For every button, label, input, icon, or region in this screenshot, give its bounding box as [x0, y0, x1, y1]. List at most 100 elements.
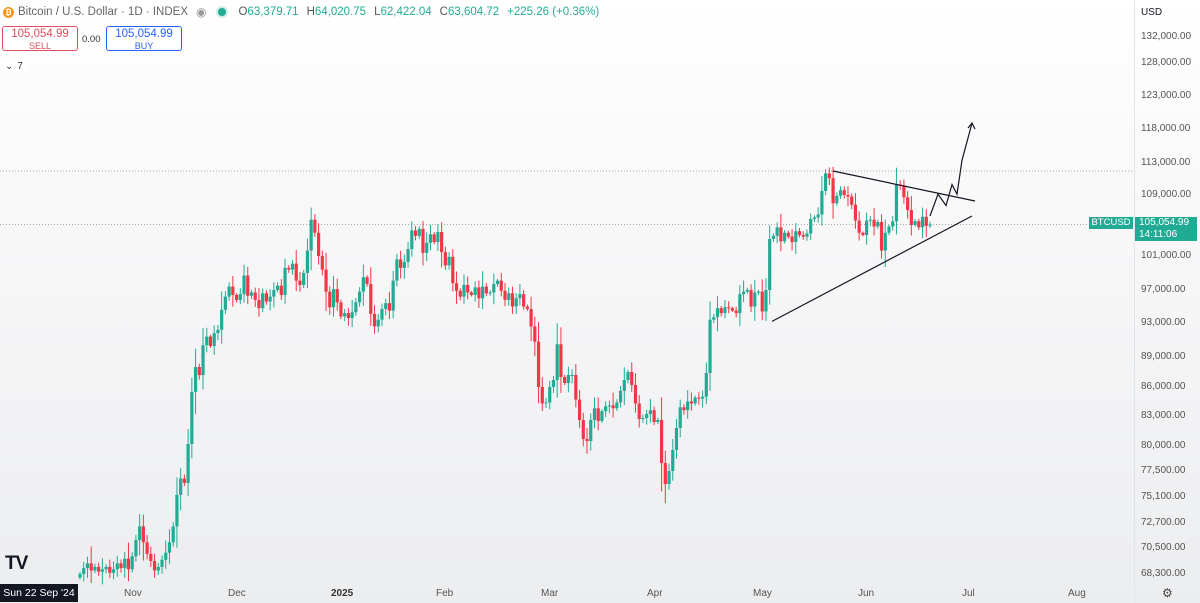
candle-body — [447, 256, 451, 266]
market-status-icon[interactable] — [218, 8, 227, 16]
candle-body — [700, 396, 705, 399]
indicators-toggle[interactable]: ⌄ 7 — [2, 59, 27, 73]
candle-body — [477, 287, 481, 299]
candle-body — [846, 195, 850, 197]
candle-body — [574, 375, 578, 400]
candle-body — [570, 375, 574, 376]
candle-body — [850, 196, 854, 205]
candle-body — [290, 263, 295, 270]
candle-body — [659, 420, 664, 463]
candle-body — [529, 308, 533, 327]
candle-body — [913, 221, 917, 225]
candle-body — [294, 263, 298, 281]
candle-body — [771, 235, 776, 239]
low-value: 62,422.04 — [380, 6, 432, 18]
tradingview-logo[interactable]: TV — [5, 553, 28, 574]
candle-body — [302, 273, 306, 285]
price-axis[interactable]: USD 132,000.00 128,000.00 123,000.00 118,00… — [1135, 0, 1200, 603]
candle-body — [917, 221, 921, 228]
chevron-down-icon: ⌄ — [5, 60, 14, 72]
candle-body — [253, 292, 257, 300]
candle-body — [906, 197, 910, 210]
candle-body — [712, 317, 716, 320]
candle-body — [182, 478, 186, 483]
candle-body — [149, 553, 153, 561]
candle-body — [220, 309, 224, 330]
cursor-date-label: Sun 22 Sep '24 — [0, 584, 78, 602]
candle-body — [343, 313, 347, 317]
time-tick-label: 2025 — [331, 588, 354, 599]
sell-button[interactable]: 105,054.99 SELL — [2, 26, 78, 51]
candle-body — [794, 231, 798, 243]
candle-body — [473, 287, 477, 295]
candle-body — [872, 219, 876, 227]
candle-body — [440, 231, 444, 253]
candle-body — [249, 292, 254, 296]
time-tick-label: Apr — [647, 588, 663, 599]
currency-label[interactable]: USD — [1141, 7, 1163, 18]
candle-body — [85, 563, 90, 569]
candle-body — [615, 402, 619, 409]
candle-body — [674, 428, 679, 450]
candle-body — [835, 195, 839, 204]
candle-body — [130, 556, 134, 570]
time-tick-label: May — [753, 588, 772, 599]
candle-body — [820, 191, 824, 215]
candle-body — [298, 280, 302, 285]
candle-body — [577, 399, 582, 420]
candle-body — [816, 214, 820, 218]
candle-body — [406, 249, 410, 262]
candle-body — [238, 294, 242, 300]
candle-body — [611, 405, 615, 409]
candle-body — [212, 333, 216, 346]
candle-body — [436, 231, 440, 243]
candle-body — [522, 294, 526, 307]
candle-body — [331, 289, 336, 308]
candle-body — [499, 280, 503, 291]
candle-body — [563, 377, 567, 383]
candle-body — [227, 286, 231, 297]
price-tick-label: 128,000.00 — [1141, 57, 1192, 68]
candle-body — [686, 401, 690, 411]
candle-body — [279, 285, 283, 295]
candle-body — [566, 375, 570, 383]
buy-button[interactable]: 105,054.99 BUY — [106, 26, 182, 51]
candle-body — [626, 372, 630, 380]
time-tick-label: Jun — [858, 588, 875, 599]
candle-body — [410, 230, 414, 250]
candle-body — [682, 407, 686, 411]
candle-body — [652, 410, 656, 422]
candle-body — [152, 561, 157, 571]
indicators-count: 7 — [17, 60, 23, 72]
candle-body — [193, 367, 198, 392]
candle-body — [361, 277, 365, 292]
candle-body — [503, 290, 507, 300]
candle-body — [391, 280, 395, 311]
candle-body — [585, 439, 589, 441]
candle-body — [555, 344, 559, 380]
candle-body — [812, 217, 817, 219]
price-tick-label: 83,000.00 — [1141, 410, 1186, 421]
candle-body — [205, 336, 209, 346]
candle-body — [428, 234, 433, 243]
candle-body — [678, 407, 682, 428]
candle-body — [358, 291, 362, 303]
candle-body — [730, 308, 735, 311]
settings-gear-icon[interactable]: ⚙ — [1162, 586, 1173, 600]
candle-body — [469, 292, 474, 295]
candle-body — [145, 542, 149, 554]
candle-body — [507, 293, 511, 300]
candle-body — [801, 235, 805, 237]
candle-body — [663, 463, 667, 484]
candle-body — [354, 302, 358, 313]
symbol-title[interactable]: Bitcoin / U.S. Dollar · 1D · INDEX — [18, 6, 188, 18]
grid-layer — [0, 170, 1134, 225]
candle-body — [928, 224, 932, 226]
support-trendline — [771, 215, 973, 322]
candle-body — [369, 284, 373, 314]
candle-body — [745, 290, 749, 292]
candle-body — [715, 308, 720, 318]
candle-body — [134, 540, 138, 557]
eye-icon[interactable]: ◉ — [195, 5, 207, 19]
